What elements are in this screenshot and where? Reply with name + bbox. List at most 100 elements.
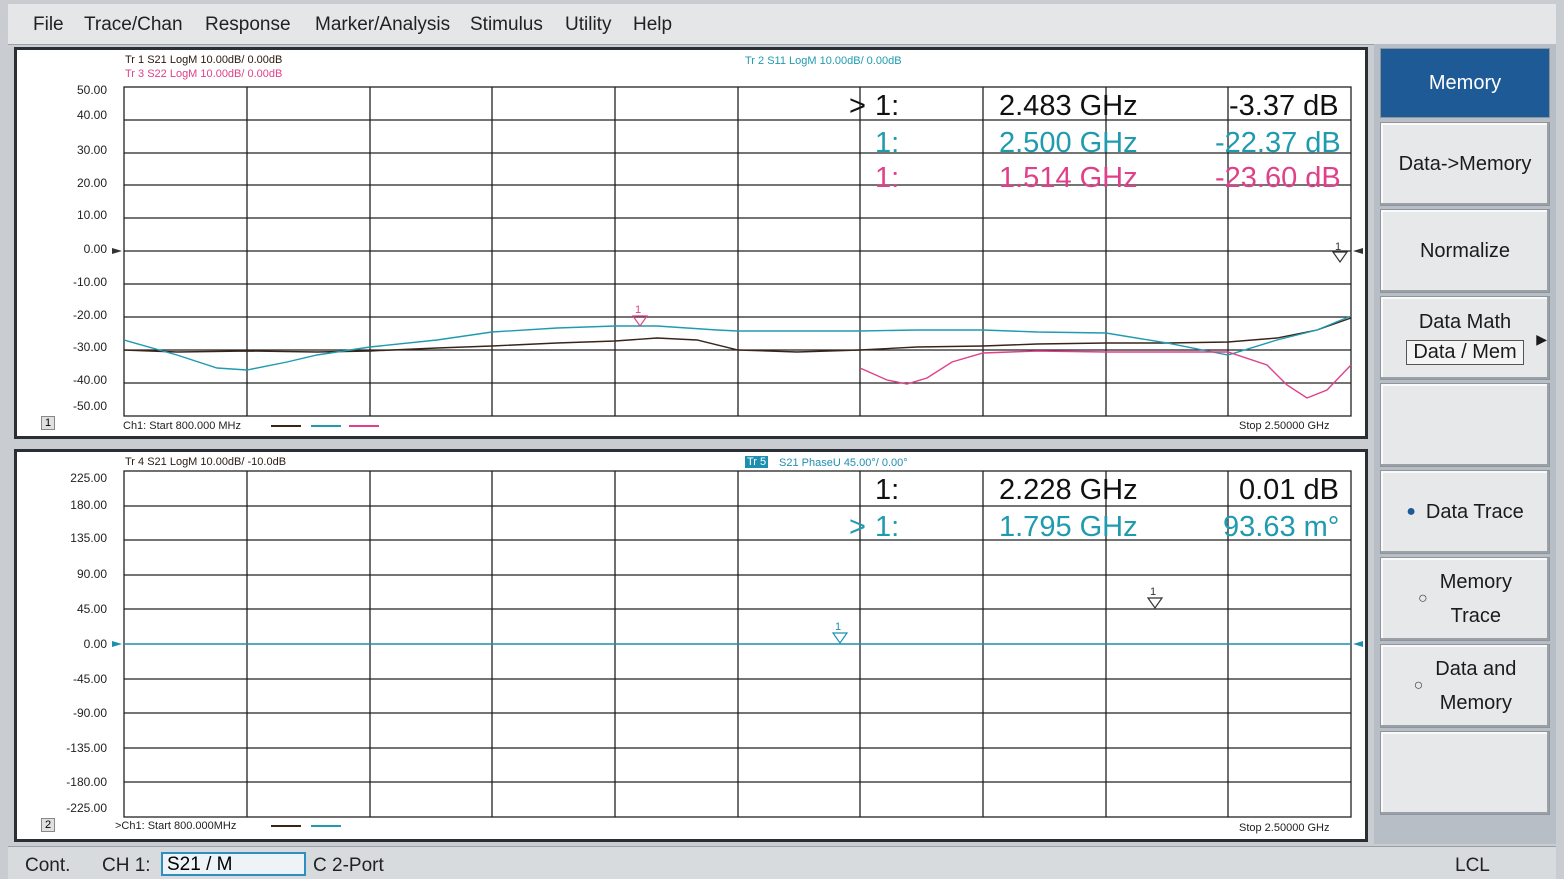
calibration-status[interactable]: C 2-Port	[313, 855, 384, 876]
marker-value: -23.60 dB	[1215, 162, 1341, 194]
softkey-menu-title: Memory	[1380, 48, 1550, 118]
y-tick: -135.00	[66, 741, 107, 755]
trace-5-label[interactable]: S21 PhaseU 45.00°/ 0.00°	[779, 457, 908, 469]
data-math-label: Data Math	[1418, 311, 1512, 333]
y-tick: -20.00	[72, 308, 107, 322]
marker-frequency: 1.795 GHz	[999, 511, 1138, 543]
y-tick: 135.00	[70, 531, 107, 545]
marker-value: 0.01 dB	[1239, 474, 1339, 506]
y-tick: -10.00	[72, 275, 107, 289]
svg-text:1: 1	[835, 621, 841, 633]
marker-id: 1:	[875, 511, 900, 543]
trace-legend	[271, 825, 341, 827]
data-and-memory-option[interactable]: ○ Data and Memory	[1380, 644, 1550, 728]
svg-text:1: 1	[635, 304, 641, 316]
radio-unselected-icon: ○	[1413, 677, 1424, 694]
marker-id: 1:	[875, 127, 900, 159]
data-and-memory-label-line1: Data and	[1435, 658, 1517, 680]
marker-active-indicator: >	[849, 511, 866, 543]
data-trace-option[interactable]: ● Data Trace	[1380, 470, 1550, 554]
channel-2-graticule: 1 1	[112, 470, 1363, 818]
y-tick: 90.00	[76, 567, 107, 581]
active-trace-field[interactable]: S21 / M	[161, 852, 306, 876]
channel-number: 1	[41, 416, 56, 430]
sweep-mode[interactable]: Cont.	[25, 855, 71, 876]
y-tick: -180.00	[66, 775, 107, 789]
remote-status: LCL	[1455, 855, 1490, 876]
y-tick: 20.00	[76, 176, 107, 190]
trace-4-label[interactable]: Tr 4 S21 LogM 10.00dB/ -10.0dB	[125, 456, 287, 468]
trace-3-label[interactable]: Tr 3 S22 LogM 10.00dB/ 0.00dB	[125, 68, 283, 80]
stop-frequency[interactable]: Stop 2.50000 GHz	[1239, 420, 1330, 432]
data-to-memory-button[interactable]: Data->Memory	[1380, 122, 1550, 206]
svg-text:1: 1	[1150, 586, 1156, 598]
svg-text:1: 1	[1335, 241, 1341, 253]
y-tick: 45.00	[76, 602, 107, 616]
active-channel: CH 1:	[102, 855, 151, 876]
status-bar: Cont. CH 1: S21 / M C 2-Port LCL	[8, 846, 1556, 879]
y-tick: 225.00	[70, 471, 107, 485]
y-tick: -50.00	[72, 399, 107, 413]
marker-id: 1:	[875, 162, 900, 194]
trace-3-line	[859, 350, 1352, 399]
marker-id: 1:	[875, 90, 900, 122]
start-frequency[interactable]: >Ch1: Start 800.000MHz	[115, 820, 237, 832]
stop-frequency[interactable]: Stop 2.50000 GHz	[1239, 822, 1330, 834]
menu-marker-analysis[interactable]: Marker/Analysis	[315, 14, 451, 35]
memory-trace-label-line2: Trace	[1450, 605, 1502, 627]
y-tick: -30.00	[72, 340, 107, 354]
marker-id: 1:	[875, 474, 900, 506]
softkey-empty	[1380, 383, 1550, 467]
radio-unselected-icon: ○	[1418, 590, 1428, 607]
marker-frequency: 2.228 GHz	[999, 474, 1138, 506]
start-frequency[interactable]: Ch1: Start 800.000 MHz	[123, 420, 242, 432]
y-tick: 40.00	[76, 108, 107, 122]
marker-icon[interactable]: 1	[631, 304, 649, 328]
marker-frequency: 2.500 GHz	[999, 127, 1138, 159]
submenu-arrow-icon: ▶	[1536, 331, 1547, 347]
data-math-button[interactable]: Data Math Data / Mem ▶	[1380, 296, 1550, 380]
menu-help[interactable]: Help	[633, 14, 673, 35]
menu-response[interactable]: Response	[205, 14, 291, 35]
channel-1-window[interactable]: Tr 1 S21 LogM 10.00dB/ 0.00dB Tr 3 S22 L…	[14, 47, 1368, 439]
menu-utility[interactable]: Utility	[565, 14, 612, 35]
trace-5-tag[interactable]: Tr 5	[745, 456, 769, 468]
marker-active-indicator: >	[849, 90, 866, 122]
y-tick: 180.00	[70, 498, 107, 512]
marker-icon[interactable]: 1	[1146, 586, 1164, 610]
y-tick: 10.00	[76, 208, 107, 222]
trace-1-label[interactable]: Tr 1 S21 LogM 10.00dB/ 0.00dB	[125, 54, 283, 66]
normalize-button[interactable]: Normalize	[1380, 209, 1550, 293]
data-trace-label: Data Trace	[1425, 500, 1524, 523]
marker-value: -22.37 dB	[1215, 127, 1341, 159]
softkey-panel: Memory Data->Memory Normalize Data Math …	[1374, 44, 1556, 844]
marker-icon[interactable]: 1	[831, 621, 849, 645]
memory-trace-label-line1: Memory	[1439, 571, 1512, 593]
trace-2-line	[123, 315, 1352, 371]
softkey-empty	[1380, 731, 1550, 815]
y-tick: 0.00	[83, 637, 107, 651]
data-math-value: Data / Mem	[1406, 340, 1524, 365]
menu-bar: File Trace/Chan Response Marker/Analysis…	[8, 4, 1556, 45]
y-tick: -40.00	[72, 373, 107, 387]
trace-1-line	[123, 317, 1352, 353]
trace-legend	[271, 425, 379, 427]
memory-trace-option[interactable]: ○ Memory Trace	[1380, 557, 1550, 641]
marker-frequency: 1.514 GHz	[999, 162, 1138, 194]
y-tick: -45.00	[72, 672, 107, 686]
menu-file[interactable]: File	[33, 14, 64, 35]
menu-trace-chan[interactable]: Trace/Chan	[84, 14, 183, 35]
marker-icon[interactable]: 1	[1331, 241, 1349, 264]
trace-2-label[interactable]: Tr 2 S11 LogM 10.00dB/ 0.00dB	[745, 55, 902, 67]
y-tick: -90.00	[72, 706, 107, 720]
data-and-memory-label-line2: Memory	[1439, 692, 1512, 714]
y-tick: -225.00	[66, 801, 107, 815]
channel-number: 2	[41, 818, 56, 832]
channel-1-graticule: 1 1	[112, 86, 1363, 417]
y-tick: 30.00	[76, 143, 107, 157]
menu-stimulus[interactable]: Stimulus	[470, 14, 543, 35]
radio-selected-icon: ●	[1406, 503, 1416, 520]
y-tick: 50.00	[76, 83, 107, 97]
channel-2-window[interactable]: Tr 4 S21 LogM 10.00dB/ -10.0dB Tr 5 S21 …	[14, 449, 1368, 842]
marker-frequency: 2.483 GHz	[999, 90, 1138, 122]
